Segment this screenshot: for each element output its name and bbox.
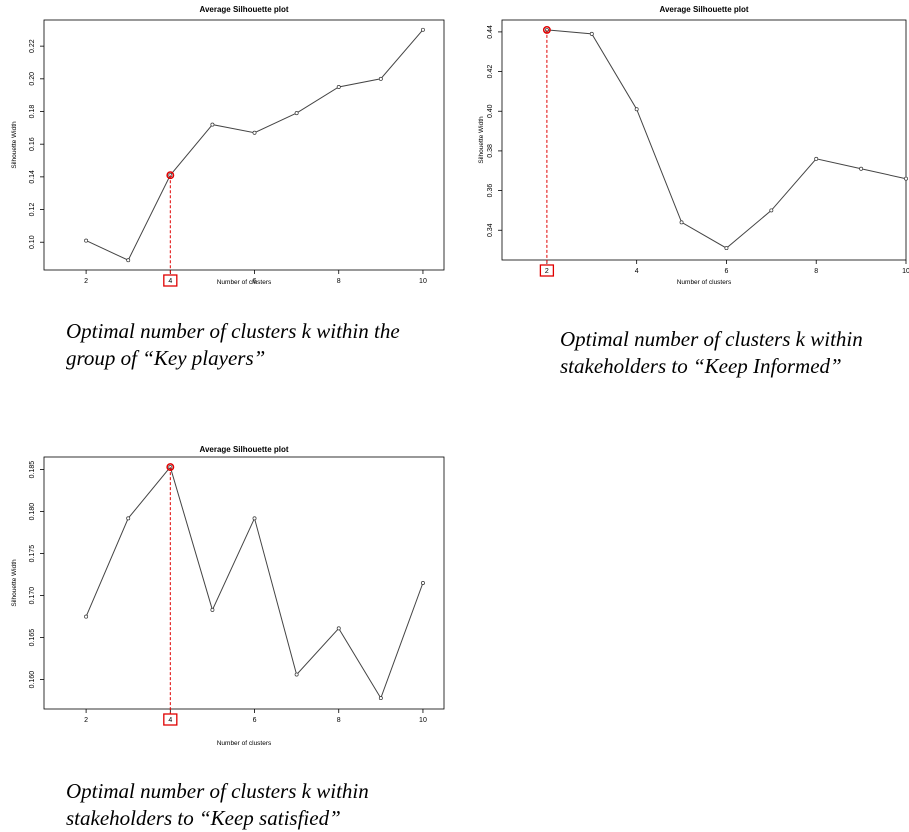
silhouette-plot-2: Average Silhouette plot 2 4 6 8 10 0.34 0.36 0.3…	[460, 0, 909, 300]
x-tick-label: 6	[724, 268, 728, 275]
y-tick-label: 0.14	[29, 170, 36, 184]
data-point	[294, 111, 299, 116]
x-axis-label: Number of clusters	[217, 279, 272, 286]
series-line	[85, 29, 424, 261]
y-tick-label: 0.160	[29, 671, 36, 689]
y-tick-label: 0.22	[29, 39, 36, 53]
x-tick-label: 4	[168, 717, 172, 724]
caption-2: Optimal number of clusters k within stak…	[560, 327, 863, 378]
y-tick-label: 0.38	[487, 144, 494, 158]
x-axis-label: Number of clusters	[677, 279, 732, 286]
y-tick-label: 0.16	[29, 137, 36, 151]
y-tick-label: 0.180	[29, 503, 36, 521]
y-tick-label: 0.40	[487, 104, 494, 118]
y-tick-label: 0.42	[487, 65, 494, 79]
y-tick-label: 0.44	[487, 25, 494, 39]
caption-3: Optimal number of clusters k within stak…	[66, 779, 369, 830]
data-point	[294, 672, 299, 677]
plot-frame	[43, 19, 445, 271]
optimal-k-box	[163, 713, 178, 726]
x-tick-label: 8	[337, 717, 341, 724]
y-axis-label: Silhouette Width	[478, 116, 485, 164]
x-tick-label: 2	[84, 717, 88, 724]
chart-svg-3: Average Silhouette plot 2 4 6 8 10 0.160 0.165 0…	[11, 445, 445, 747]
data-point	[420, 581, 425, 585]
y-tick-label: 0.36	[487, 184, 494, 198]
silhouette-plot-3: Average Silhouette plot 2 4 6 8 10 0.160 0.165 0…	[0, 440, 450, 760]
x-tick-label: 4	[635, 268, 639, 275]
data-point	[679, 220, 684, 225]
data-point	[859, 166, 864, 171]
x-tick-label: 6	[253, 717, 257, 724]
y-tick-label: 0.170	[29, 587, 36, 605]
x-tick-label: 6	[253, 278, 257, 285]
data-point	[84, 614, 89, 619]
data-point	[84, 238, 89, 243]
caption-1: Optimal number of clusters k within the …	[66, 319, 400, 370]
data-point	[420, 27, 425, 32]
optimal-k-marker	[166, 463, 175, 472]
chart-svg-1: Average Silhouette plot 2 4 6 8 10 0.10 0.12 0.1…	[11, 5, 445, 287]
data-point	[336, 626, 341, 631]
chart-title: Average Silhouette plot	[659, 5, 748, 14]
data-point	[589, 31, 594, 36]
data-point	[252, 130, 257, 135]
data-point	[210, 122, 215, 127]
plot-frame	[501, 19, 907, 261]
y-tick-label: 0.20	[29, 72, 36, 86]
data-point	[904, 176, 908, 181]
y-tick-label: 0.34	[487, 223, 494, 237]
data-point	[126, 258, 131, 263]
x-tick-label: 10	[419, 278, 427, 285]
data-point	[769, 208, 774, 213]
series-line	[546, 29, 907, 249]
data-point	[126, 516, 131, 521]
optimal-k-box	[163, 274, 178, 287]
x-tick-label: 4	[168, 278, 172, 285]
x-tick-label: 2	[545, 268, 549, 275]
y-tick-label: 0.175	[29, 545, 36, 563]
chart-svg-2: Average Silhouette plot 2 4 6 8 10 0.34 0.36 0.3…	[478, 5, 909, 286]
y-axis-label: Silhouette Width	[11, 559, 18, 607]
data-point	[336, 85, 341, 89]
x-tick-label: 2	[84, 278, 88, 285]
x-tick-label: 8	[337, 278, 341, 285]
series-line	[85, 466, 424, 700]
y-tick-label: 0.12	[29, 203, 36, 217]
y-axis-label: Silhouette Width	[11, 121, 18, 169]
silhouette-plot-1: Average Silhouette plot 2 4 6 8 10 0.10 0.12 0.1…	[0, 0, 450, 300]
x-tick-label: 10	[419, 717, 427, 724]
chart-title: Average Silhouette plot	[199, 5, 288, 14]
y-tick-label: 0.165	[29, 629, 36, 647]
optimal-k-box	[539, 264, 555, 277]
y-tick-label: 0.18	[29, 105, 36, 119]
optimal-k-marker	[166, 171, 175, 180]
data-point	[378, 76, 383, 81]
x-axis-label: Number of clusters	[217, 740, 272, 747]
y-tick-label: 0.10	[29, 235, 36, 249]
chart-title: Average Silhouette plot	[199, 445, 288, 454]
y-tick-label: 0.185	[29, 461, 36, 479]
data-point	[724, 246, 729, 251]
optimal-k-marker	[542, 25, 551, 34]
data-point	[378, 696, 383, 701]
plot-frame	[43, 456, 445, 710]
x-tick-label: 10	[902, 268, 909, 275]
data-point	[210, 607, 215, 612]
data-point	[252, 516, 257, 521]
data-point	[814, 156, 819, 161]
data-point	[634, 107, 639, 112]
x-tick-label: 8	[814, 268, 818, 275]
